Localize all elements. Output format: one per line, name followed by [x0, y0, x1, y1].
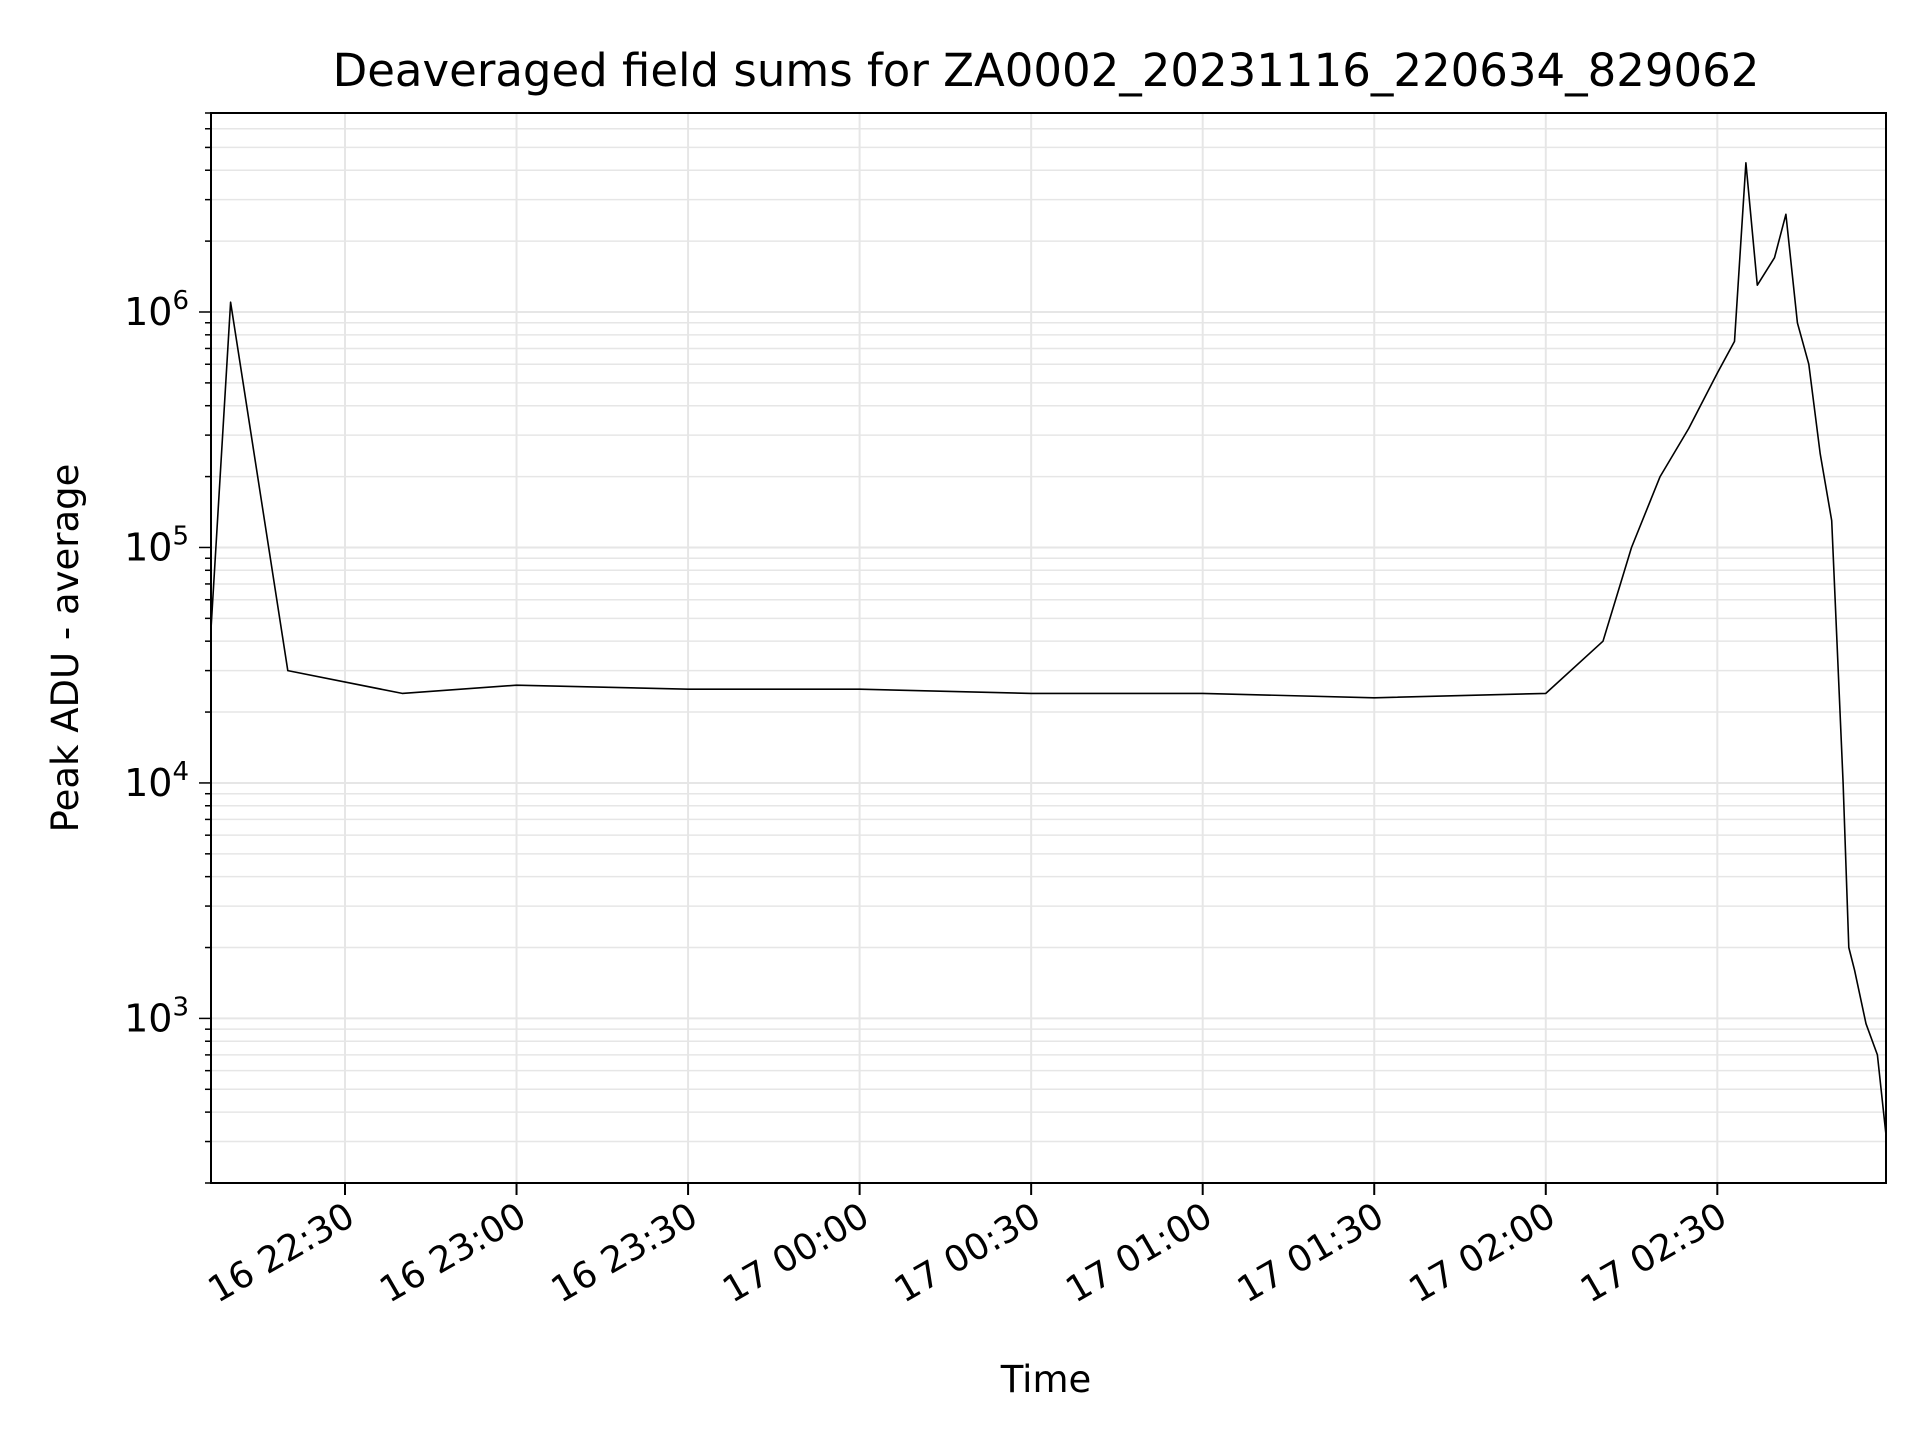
series-line [210, 162, 1887, 1135]
chart-title: Deaveraged field sums for ZA0002_2023111… [333, 44, 1760, 97]
x-tick-label: 16 23:00 [373, 1195, 533, 1311]
y-tick-label: 104 [124, 757, 189, 805]
y-tick-label: 106 [124, 286, 189, 334]
x-tick-label: 17 01:00 [1059, 1195, 1219, 1311]
x-tick-label: 17 02:30 [1574, 1195, 1734, 1311]
y-axis-label: Peak ADU - average [44, 464, 87, 833]
x-axis: 16 22:30 16 23:00 16 23:30 17 00:00 17 00:30… [202, 1183, 1734, 1311]
plot-frame [210, 112, 1887, 1184]
x-tick-label: 16 23:30 [545, 1195, 705, 1311]
y-axis: 103 104 105 106 [124, 112, 211, 1184]
series-line-group [210, 162, 1887, 1135]
y-tick-label: 103 [124, 992, 189, 1040]
y-tick-label: 105 [124, 521, 189, 569]
x-axis-label: Time [1000, 1358, 1092, 1401]
grid [211, 112, 1886, 1184]
x-tick-label: 17 01:30 [1231, 1195, 1391, 1311]
x-tick-label: 17 00:30 [888, 1195, 1048, 1311]
x-tick-label: 17 00:00 [716, 1195, 876, 1311]
x-tick-label: 17 02:00 [1402, 1195, 1562, 1311]
x-tick-label: 16 22:30 [202, 1195, 362, 1311]
